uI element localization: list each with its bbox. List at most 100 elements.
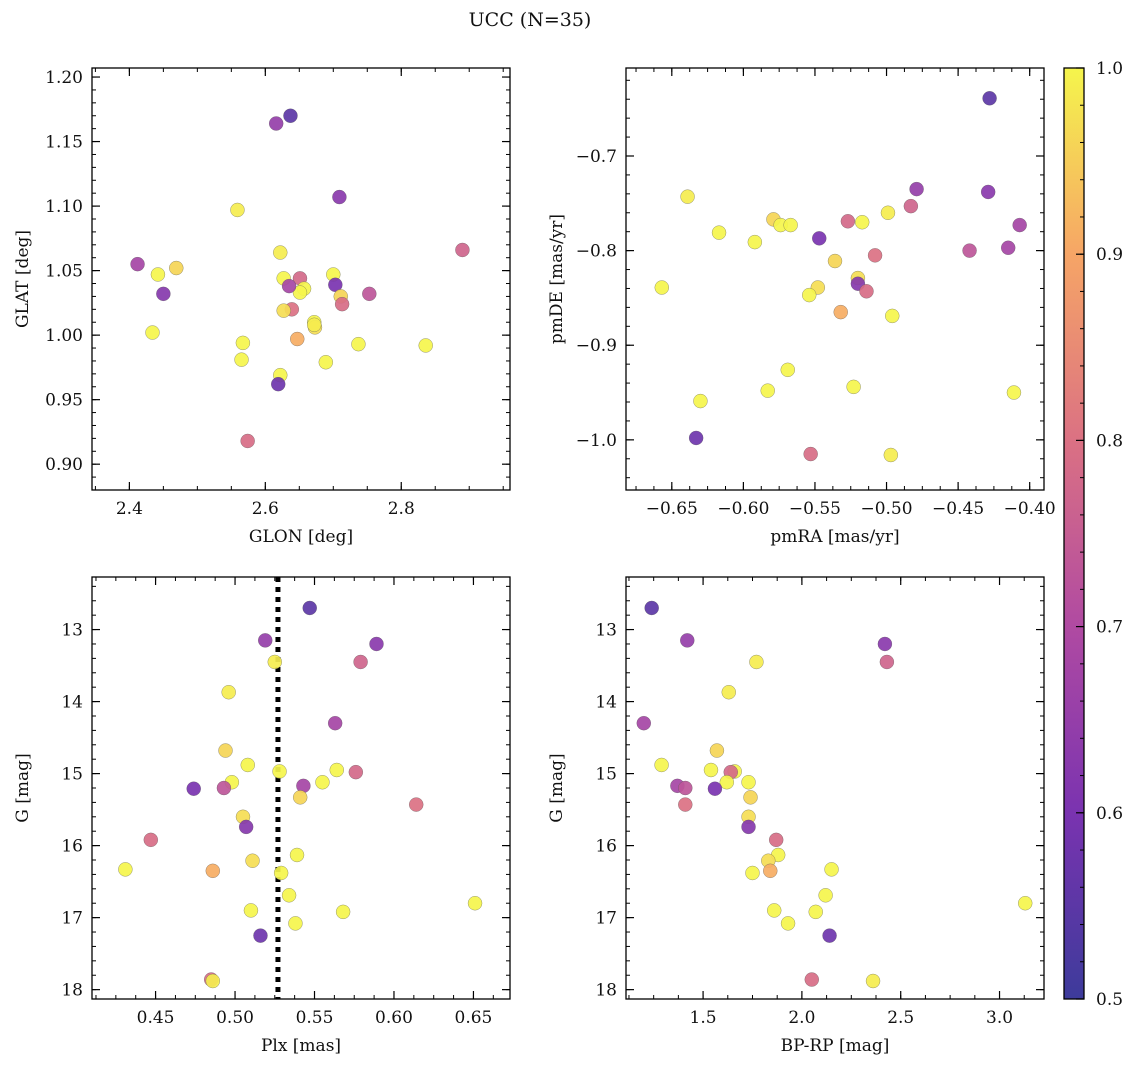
x-tick-label: −0.65 <box>646 499 698 519</box>
scatter-point <box>329 762 345 778</box>
y-tick-label: −0.7 <box>576 147 617 167</box>
scatter-point <box>221 684 236 700</box>
scatter-point <box>218 743 233 758</box>
scatter-point <box>883 447 899 463</box>
scatter-point <box>804 972 820 987</box>
scatter-point <box>962 243 977 258</box>
scatter-points <box>654 91 1027 463</box>
scatter-point <box>270 376 286 392</box>
scatter-point <box>745 865 760 881</box>
scatter-point <box>253 928 268 943</box>
scatter-point <box>348 764 364 780</box>
colorbar-tick-label: 0.5 <box>1096 990 1123 1010</box>
scatter-point <box>418 338 433 353</box>
scatter-point <box>302 600 317 616</box>
scatter-point <box>281 278 297 294</box>
y-axis-label: G [mag] <box>13 753 33 822</box>
scatter-points <box>130 108 470 449</box>
scatter-point <box>351 336 366 352</box>
scatter-point <box>654 757 669 773</box>
scatter-point <box>688 430 704 446</box>
y-tick-label: 13 <box>61 621 83 641</box>
x-axis-label: GLON [deg] <box>249 527 353 547</box>
panel-bottom-left: 0.45 0.50 0.55 0.60 0.65 13 14 15 16 17 18 Plx [mas… <box>13 576 511 1056</box>
x-tick-label: 0.45 <box>137 1008 175 1028</box>
x-tick-label: 1.5 <box>690 1008 717 1028</box>
x-tick-label: 0.65 <box>455 1008 493 1028</box>
scatter-point <box>276 303 291 318</box>
scatter-point <box>362 286 377 302</box>
scatter-point <box>880 205 896 221</box>
x-tick-label: 3.0 <box>986 1008 1013 1028</box>
x-axis-label: Plx [mas] <box>261 1036 341 1056</box>
x-axis-label: pmRA [mas/yr] <box>770 527 899 547</box>
y-tick-label: 16 <box>595 837 617 857</box>
scatter-points <box>636 600 1033 989</box>
y-tick-label: 1.10 <box>45 197 83 217</box>
scatter-point <box>741 774 756 790</box>
scatter-point <box>818 888 833 903</box>
scatter-point <box>130 256 145 272</box>
scatter-point <box>1012 217 1027 233</box>
y-tick-label: 1.05 <box>45 262 83 282</box>
scatter-point <box>315 774 330 790</box>
scatter-point <box>885 308 900 324</box>
scatter-point <box>680 633 695 648</box>
scatter-point <box>749 654 764 670</box>
y-axis-label: pmDE [mas/yr] <box>547 214 567 344</box>
scatter-point <box>879 654 895 670</box>
scatter-point <box>455 242 470 258</box>
scatter-point <box>143 832 159 848</box>
scatter-point <box>245 853 260 868</box>
scatter-point <box>867 248 883 263</box>
scatter-point <box>145 325 160 340</box>
scatter-point <box>711 225 727 240</box>
scatter-point <box>1000 240 1016 256</box>
y-tick-label: 14 <box>61 693 83 713</box>
scatter-point <box>230 202 245 218</box>
y-tick-label: 17 <box>595 909 617 929</box>
axes-frame <box>625 67 1045 491</box>
scatter-point <box>332 189 347 205</box>
x-tick-label: 0.50 <box>216 1008 254 1028</box>
scatter-point <box>289 847 305 863</box>
y-tick-label: 1.00 <box>45 326 83 346</box>
scatter-point <box>240 757 256 773</box>
scatter-point <box>980 184 996 200</box>
y-axis-label: G [mag] <box>547 753 567 822</box>
scatter-point <box>169 260 184 276</box>
x-tick-label: −0.45 <box>932 499 984 519</box>
scatter-point <box>327 715 343 731</box>
scatter-point <box>903 198 919 214</box>
scatter-point <box>267 654 283 670</box>
scatter-point <box>292 790 308 805</box>
scatter-point <box>808 904 823 920</box>
y-tick-label: 1.20 <box>45 68 83 88</box>
scatter-point <box>156 286 171 302</box>
y-tick-label: 18 <box>61 981 83 1001</box>
panel-bottom-right: 1.5 2.0 2.5 3.0 13 14 15 16 17 18 BP-RP [mag] G [ma… <box>547 576 1045 1056</box>
colorbar-tick-label: 0.8 <box>1096 431 1123 451</box>
colorbar-tick-label: 1.0 <box>1096 59 1123 79</box>
y-tick-label: −0.9 <box>576 336 617 356</box>
scatter-point <box>801 287 817 303</box>
scatter-point <box>408 797 424 812</box>
y-tick-label: 18 <box>595 981 617 1001</box>
scatter-point <box>334 296 350 312</box>
panel-top-right: −0.65 −0.60 −0.55 −0.50 −0.45 −0.40 −1.0 −0.9 −0… <box>547 67 1056 547</box>
colorbar: 0.5 0.6 0.7 0.8 0.9 1.0 <box>1063 59 1123 1010</box>
scatter-point <box>840 214 856 229</box>
scatter-point <box>335 904 351 920</box>
scatter-point <box>707 781 723 796</box>
scatter-point <box>760 383 775 398</box>
scatter-point <box>283 108 298 123</box>
scatter-point <box>678 780 693 796</box>
x-tick-label: 0.55 <box>296 1008 334 1028</box>
scatter-point <box>824 862 839 877</box>
scatter-point <box>768 832 784 848</box>
y-tick-label: −1.0 <box>576 431 617 451</box>
scatter-point <box>846 379 861 395</box>
scatter-point <box>150 267 166 282</box>
x-tick-label: −0.50 <box>860 499 912 519</box>
colorbar-gradient <box>1064 68 1084 999</box>
